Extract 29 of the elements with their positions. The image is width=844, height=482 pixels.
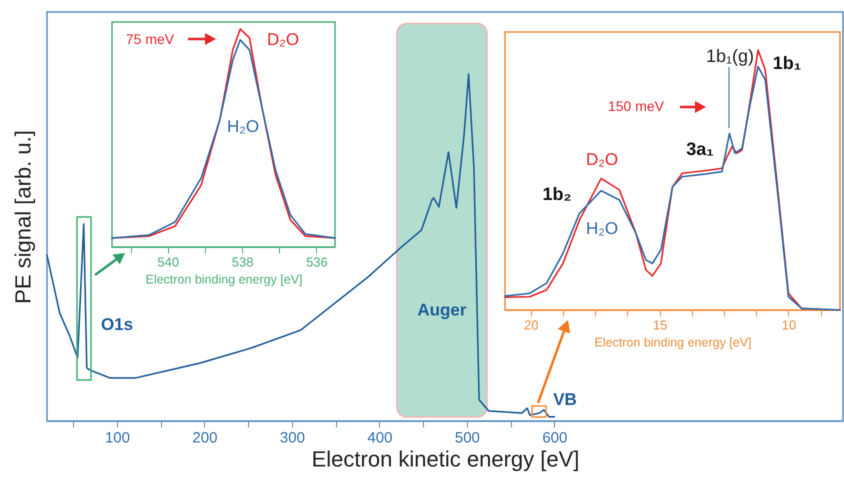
x-tick-label: 400 bbox=[367, 430, 392, 446]
annotation: 1b₂ bbox=[542, 184, 572, 204]
x-axis-title: Electron kinetic energy [eV] bbox=[312, 446, 580, 472]
x-tick-label: 536 bbox=[306, 254, 328, 270]
x-tick-label: 10 bbox=[782, 318, 796, 332]
x-tick-label: 20 bbox=[524, 318, 539, 332]
series-label: H₂O bbox=[226, 117, 260, 136]
band-label: Auger bbox=[417, 300, 467, 320]
annotation: 75 meV bbox=[126, 31, 175, 47]
y-axis-title: PE signal [arb. u.] bbox=[10, 130, 36, 304]
annotation: VB bbox=[553, 390, 577, 409]
x-tick-label: 600 bbox=[542, 430, 568, 446]
annotation: O1s bbox=[100, 315, 134, 334]
series-label: H₂O bbox=[586, 219, 618, 238]
x-tick-label: 100 bbox=[104, 430, 130, 446]
x-axis-title: Electron binding energy [eV] bbox=[145, 272, 303, 286]
x-tick-label: 538 bbox=[232, 254, 254, 270]
annotation: 1b₁ bbox=[772, 53, 802, 73]
series-label: D₂O bbox=[586, 150, 618, 169]
annotation: 150 meV bbox=[608, 98, 665, 114]
x-tick-label: 15 bbox=[652, 318, 668, 332]
annotation: 3a₁ bbox=[686, 139, 714, 159]
annotation: 1b₁(g) bbox=[706, 46, 754, 66]
x-tick-label: 200 bbox=[192, 430, 218, 446]
x-axis-title: Electron binding energy [eV] bbox=[594, 336, 752, 350]
series-label: D₂O bbox=[266, 30, 300, 49]
x-tick-label: 300 bbox=[280, 430, 305, 446]
x-tick-label: 500 bbox=[454, 430, 480, 446]
x-tick-label: 540 bbox=[157, 254, 180, 270]
